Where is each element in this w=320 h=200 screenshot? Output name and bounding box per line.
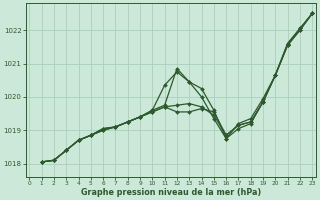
X-axis label: Graphe pression niveau de la mer (hPa): Graphe pression niveau de la mer (hPa)	[81, 188, 261, 197]
